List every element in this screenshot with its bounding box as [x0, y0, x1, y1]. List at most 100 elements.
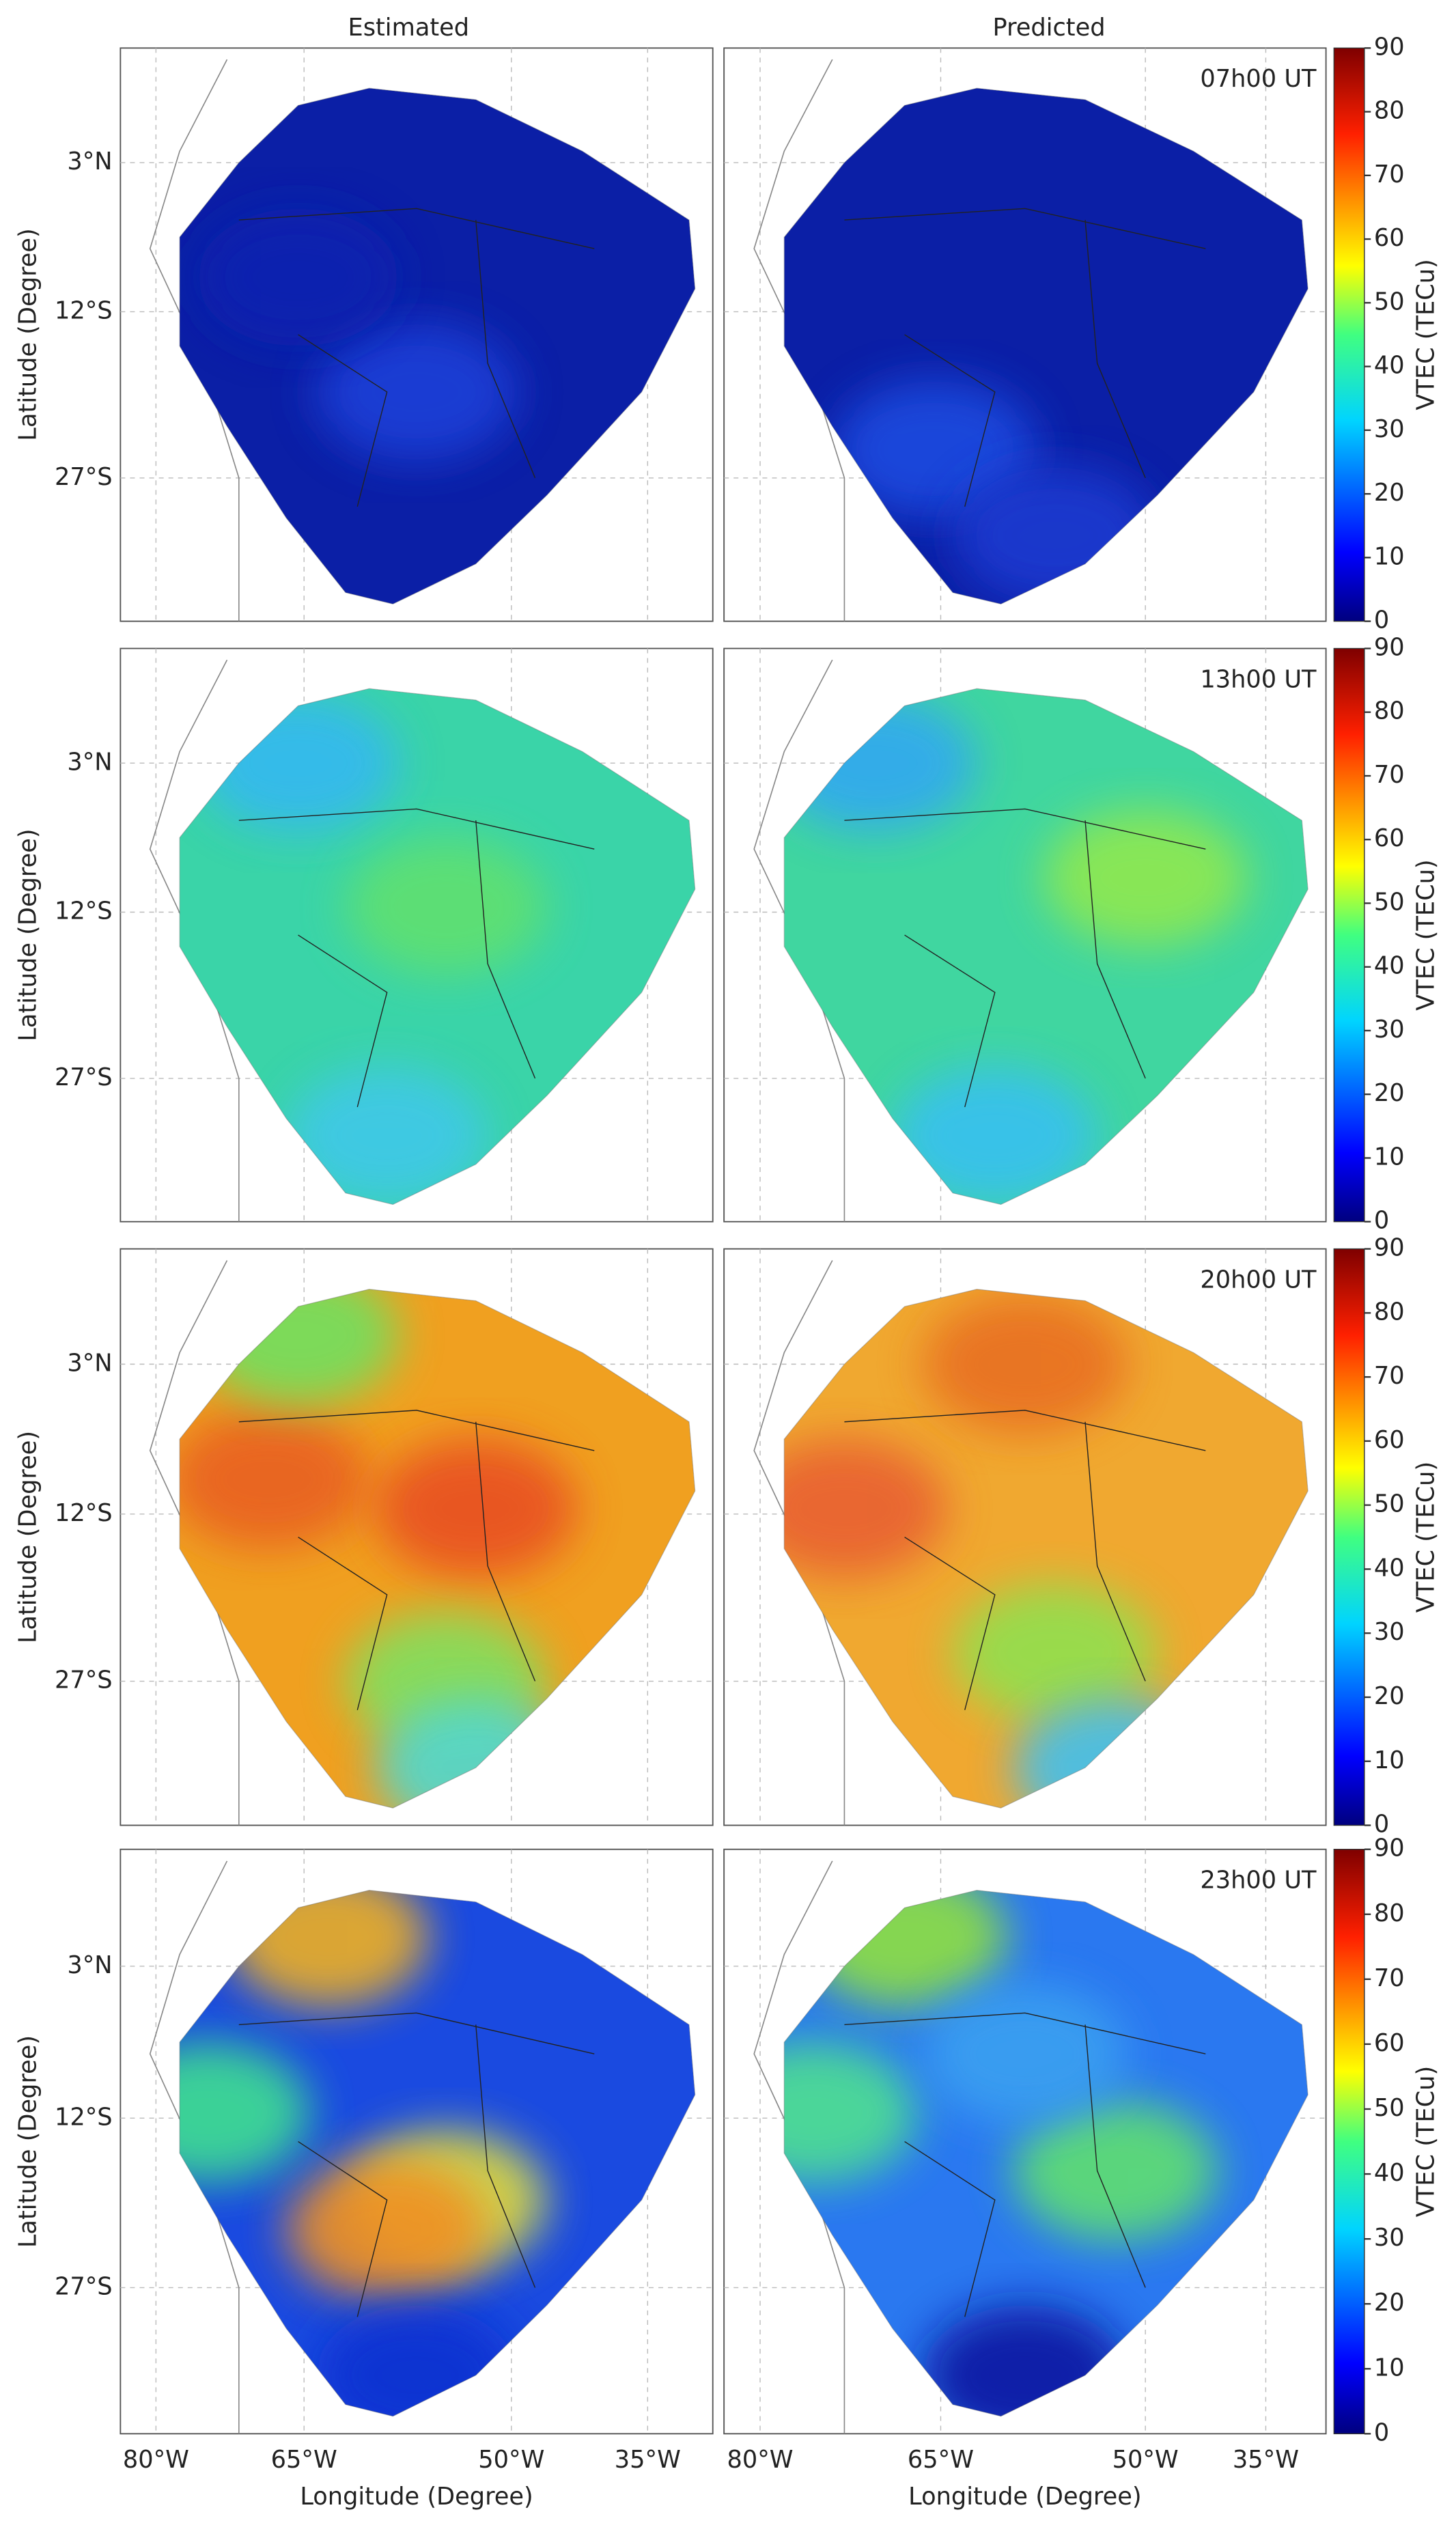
time-label: 13h00 UT	[1200, 665, 1317, 693]
colorbar-label: VTEC (TECu)	[1412, 2066, 1440, 2217]
x-axis-label: Longitude (Degree)	[908, 2483, 1141, 2511]
colorbar-tick-label: 50	[1374, 288, 1405, 316]
latitude-tick-label: 3°N	[67, 148, 112, 176]
colorbar	[1333, 647, 1365, 1223]
colorbar	[1333, 1248, 1365, 1826]
coastline	[753, 1860, 845, 2434]
colorbar-tick-label: 50	[1374, 1490, 1405, 1518]
coastline	[753, 659, 845, 1222]
colorbar-tick-label: 30	[1374, 415, 1405, 443]
colorbar-tick-label: 40	[1374, 2159, 1405, 2187]
vtec-blob	[784, 2042, 917, 2183]
borders	[844, 1410, 1206, 1710]
latitude-tick-label: 27°S	[55, 1063, 113, 1091]
map-outline	[783, 688, 1308, 1205]
coastline	[753, 59, 845, 622]
map-outline	[179, 87, 696, 605]
colorbar-tick-label: 10	[1374, 2354, 1405, 2382]
vtec-blob	[180, 1410, 369, 1549]
colorbar-label: VTEC (TECu)	[1412, 1462, 1440, 1613]
colorbar-tick-label: 0	[1374, 606, 1389, 634]
longitude-tick-label: 65°W	[271, 2446, 337, 2474]
borders	[238, 2012, 595, 2317]
vtec-blob	[286, 2159, 488, 2300]
vtec-blob	[923, 1983, 1128, 2124]
longitude-tick-label: 50°W	[478, 2446, 544, 2474]
colorbar-tick-label: 80	[1374, 1899, 1405, 1927]
latitude-tick-label: 27°S	[55, 1666, 113, 1694]
borders	[238, 1410, 595, 1710]
borders	[238, 808, 595, 1108]
longitude-tick-label: 80°W	[727, 2446, 793, 2474]
vtec-blob	[316, 323, 518, 461]
latitude-tick-label: 3°N	[67, 748, 112, 776]
colorbar-tick-label: 30	[1374, 2224, 1405, 2252]
vtec-blob	[1013, 2100, 1218, 2241]
latitude-tick-label: 12°S	[55, 1499, 113, 1527]
latitude-tick-label: 27°S	[55, 2272, 113, 2300]
time-label: 23h00 UT	[1200, 1867, 1317, 1895]
colorbar-tick-label: 50	[1374, 2094, 1405, 2122]
map-outline	[179, 688, 696, 1205]
latitude-tick-label: 27°S	[55, 463, 113, 491]
coastline	[149, 59, 240, 622]
colorbar-tick-label: 80	[1374, 697, 1405, 725]
map-outline	[783, 87, 1308, 605]
map-outline	[783, 1889, 1308, 2417]
latitude-tick-label: 12°S	[55, 897, 113, 925]
colorbar-tick-label: 80	[1374, 1298, 1405, 1326]
y-axis-label: Latitude (Degree)	[14, 228, 42, 441]
colorbar	[1333, 47, 1365, 622]
colorbar-tick-label: 70	[1374, 1362, 1405, 1390]
colorbar-tick-label: 0	[1374, 1207, 1389, 1235]
column-title: Estimated	[348, 14, 470, 42]
coastline	[753, 1260, 845, 1826]
colorbar-tick-label: 90	[1374, 33, 1405, 61]
vtec-blob	[286, 1067, 488, 1205]
borders	[238, 208, 595, 507]
colorbar-tick-label: 60	[1374, 224, 1405, 252]
coastline	[149, 1860, 240, 2434]
colorbar-tick-label: 40	[1374, 1554, 1405, 1582]
colorbar-label: VTEC (TECu)	[1412, 259, 1440, 410]
longitude-tick-label: 35°W	[1233, 2446, 1299, 2474]
colorbar-tick-label: 40	[1374, 352, 1405, 380]
colorbar	[1333, 1848, 1365, 2435]
colorbar-tick-label: 70	[1374, 161, 1405, 189]
borders	[844, 2012, 1206, 2317]
vtec-blob	[892, 1067, 1097, 1205]
vtec-field	[180, 88, 695, 604]
longitude-tick-label: 35°W	[615, 2446, 681, 2474]
colorbar-tick-label: 20	[1374, 2289, 1405, 2317]
colorbar-tick-label: 70	[1374, 761, 1405, 789]
colorbar-tick-label: 70	[1374, 1964, 1405, 1992]
colorbar-tick-label: 60	[1374, 824, 1405, 852]
colorbar-tick-label: 90	[1374, 1835, 1405, 1863]
colorbar-tick-label: 20	[1374, 1079, 1405, 1107]
colorbar-tick-label: 0	[1374, 2418, 1389, 2446]
colorbar-tick-label: 90	[1374, 1234, 1405, 1262]
colorbar-tick-label: 30	[1374, 1618, 1405, 1646]
y-axis-label: Latitude (Degree)	[14, 828, 42, 1041]
colorbar-tick-label: 20	[1374, 479, 1405, 507]
x-axis-label: Longitude (Degree)	[300, 2483, 533, 2511]
colorbar-tick-label: 10	[1374, 1143, 1405, 1171]
vtec-blob	[784, 1439, 947, 1578]
colorbar-tick-label: 60	[1374, 1426, 1405, 1454]
vtec-blob	[375, 1439, 577, 1578]
vtec-blob	[953, 1583, 1158, 1722]
longitude-tick-label: 65°W	[908, 2446, 974, 2474]
colorbar-tick-label: 40	[1374, 952, 1405, 980]
vtec-field	[784, 1890, 1308, 2416]
vtec-blob	[345, 837, 547, 975]
colorbar-tick-label: 60	[1374, 2029, 1405, 2057]
coastline	[149, 659, 240, 1222]
map-outline	[783, 1289, 1308, 1809]
y-axis-label: Latitude (Degree)	[14, 1431, 42, 1643]
y-axis-label: Latitude (Degree)	[14, 2035, 42, 2248]
vtec-blob	[180, 2042, 310, 2183]
colorbar-tick-label: 80	[1374, 97, 1405, 125]
borders	[844, 808, 1206, 1108]
